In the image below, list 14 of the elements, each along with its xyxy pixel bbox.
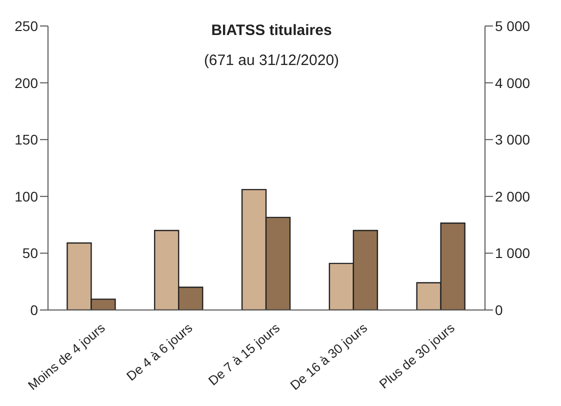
y-tick-label: 100	[14, 188, 38, 204]
y2-tick-label: 2 000	[495, 188, 530, 204]
y2-tick-label: 3 000	[495, 132, 530, 148]
y2-tick-label: 5 000	[495, 18, 530, 34]
y-tick-label: 200	[14, 74, 38, 91]
y-tick-label: 150	[14, 132, 38, 148]
chart-title: BIATSS titulaires	[210, 22, 333, 39]
y-tick-label: 250	[14, 18, 38, 34]
y2-tick-label: 1 000	[495, 245, 530, 262]
y2-tick-label: 0	[495, 302, 503, 318]
y-tick-label: 0	[30, 302, 38, 318]
y-tick-label: 50	[22, 245, 38, 262]
text: (671 au 31/12/2020)	[202, 52, 340, 69]
y2-tick-label: 4 000	[495, 74, 530, 91]
